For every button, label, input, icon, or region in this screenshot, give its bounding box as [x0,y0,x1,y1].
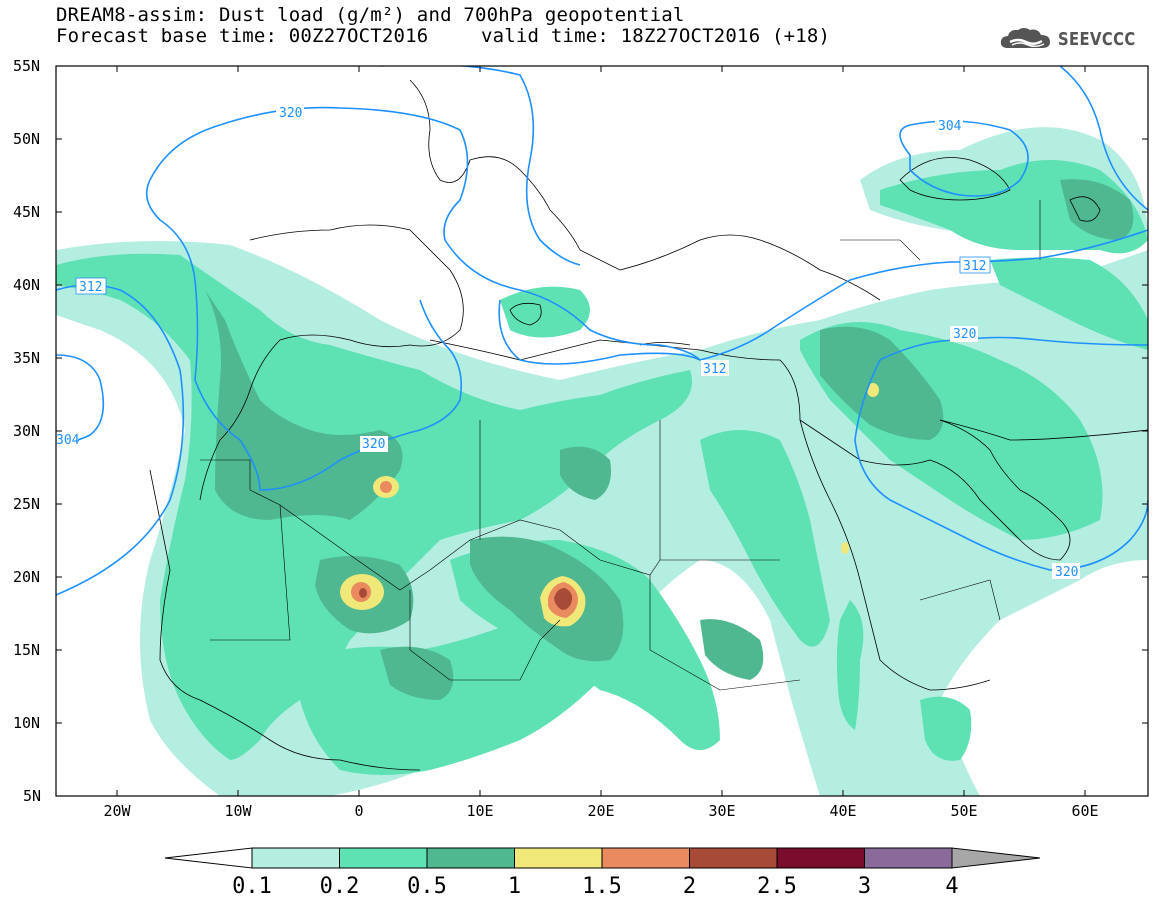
lat-label: 45N [13,203,40,221]
lon-label: 10E [466,802,493,820]
colorbar-swatch [514,847,603,869]
lat-label: 40N [13,276,40,294]
map-title: DREAM8-assim: Dust load (g/m²) and 700hP… [56,4,685,26]
contour-label: 312 [703,362,726,377]
lat-label: 10N [13,714,40,732]
colorbar-swatch [251,847,340,869]
contour-label: 320 [279,106,302,121]
lon-label: 20W [103,802,131,820]
longitude-labels: 20W 10W 0 10E 20E 30E 40E 50E 60E [103,802,1098,820]
colorbar-min-arrow [164,847,253,869]
colorbar-label: 3 [858,874,871,899]
contour-label: 304 [56,433,80,448]
contour-label: 304 [938,119,962,134]
valid-time: valid time: 18Z27OCT2016 (+18) [481,25,831,47]
contour-labels: 320 312 304 320 304 312 312 320 320 [56,104,1080,580]
colorbar-swatch [864,847,953,869]
lon-label: 20E [587,802,614,820]
seevccc-logo: SEEVCCC [998,26,1153,52]
colorbar-swatch [426,847,515,869]
lon-label: 50E [950,802,977,820]
contour-label: 312 [79,280,102,295]
colorbar-label: 1 [508,874,521,899]
colorbar-max-arrow [951,847,1041,869]
lon-label: 30E [708,802,735,820]
contour-label: 320 [953,327,976,342]
geopotential-contours [56,66,1148,596]
contour-label: 320 [362,437,385,452]
lat-label: 20N [13,568,40,586]
colorbar-label: 2 [683,874,696,899]
latitude-labels: 55N 50N 45N 40N 35N 30N 25N 20N 15N 10N … [13,57,41,805]
lon-label: 0 [354,802,363,820]
colorbar-label: 0.2 [320,874,360,899]
contour-label: 320 [1055,565,1078,580]
lat-label: 35N [13,349,40,367]
contour-label: 312 [963,259,986,274]
colorbar-label: 2.5 [757,874,797,899]
lat-label: 55N [13,57,40,75]
colorbar-label: 4 [945,874,958,899]
lat-label: 30N [13,422,40,440]
colorbar-label: 1.5 [582,874,622,899]
colorbar-swatch [601,847,690,869]
colorbar-swatch [339,847,428,869]
map-plot-area: 320 312 304 320 304 312 312 320 320 [56,66,1148,796]
lat-label: 50N [13,130,40,148]
base-time: Forecast base time: 00Z27OCT2016 [56,25,429,47]
lon-label: 40E [829,802,856,820]
colorbar-swatch [689,847,778,869]
colorbar: 0.1 0.2 0.5 1 1.5 2 2.5 3 4 [164,847,1041,899]
lon-label: 10W [224,802,252,820]
colorbar-label: 0.1 [232,874,272,899]
lat-label: 25N [13,495,40,513]
cloud-icon [1001,28,1051,48]
time-info: Forecast base time: 00Z27OCT2016 valid ti… [56,25,830,47]
colorbar-swatch [776,847,865,869]
country-borders [200,200,1041,691]
lat-label: 15N [13,641,40,659]
lon-label: 60E [1071,802,1098,820]
lat-label: 5N [23,787,41,805]
axis-ticks [56,65,1148,796]
dust-level-2-area [359,588,573,610]
logo-text: SEEVCCC [1058,28,1136,50]
colorbar-label: 0.5 [407,874,447,899]
